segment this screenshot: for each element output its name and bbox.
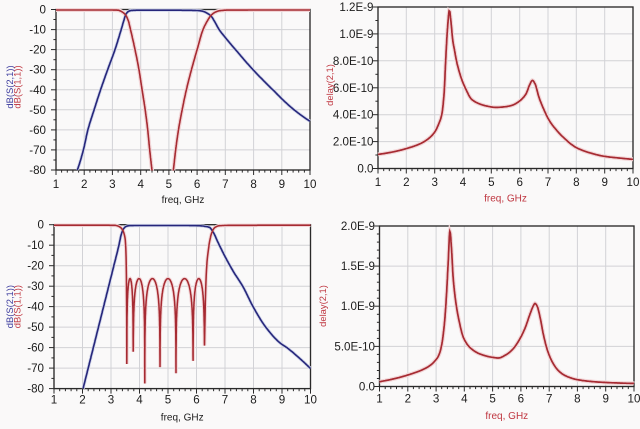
- svg-text:1: 1: [375, 176, 381, 189]
- svg-text:freq, GHz: freq, GHz: [485, 411, 528, 422]
- svg-text:0.0: 0.0: [359, 381, 375, 394]
- svg-text:1: 1: [51, 394, 57, 407]
- svg-text:dB(S(2,1)): dB(S(2,1)): [4, 65, 15, 108]
- svg-text:-70: -70: [27, 362, 44, 375]
- svg-text:3: 3: [433, 393, 439, 406]
- svg-text:9: 9: [601, 176, 607, 189]
- svg-text:8: 8: [250, 394, 256, 407]
- svg-text:5: 5: [488, 176, 494, 189]
- svg-text:dB(S(2,1)): dB(S(2,1)): [4, 285, 15, 328]
- svg-text:8.0E-10: 8.0E-10: [333, 55, 374, 68]
- svg-text:3: 3: [109, 178, 115, 191]
- svg-text:-30: -30: [27, 280, 44, 293]
- svg-text:1.0E-9: 1.0E-9: [341, 300, 375, 313]
- svg-text:1.0E-9: 1.0E-9: [339, 28, 373, 41]
- svg-text:-60: -60: [29, 124, 46, 137]
- svg-text:2: 2: [405, 393, 411, 406]
- svg-text:4: 4: [460, 176, 467, 189]
- svg-text:7: 7: [222, 178, 228, 191]
- svg-text:10: 10: [627, 176, 640, 189]
- svg-text:dB(S(1,1)): dB(S(1,1)): [11, 285, 22, 328]
- svg-text:-50: -50: [27, 321, 44, 334]
- svg-text:0: 0: [38, 219, 44, 232]
- svg-text:5: 5: [489, 393, 495, 406]
- svg-text:1: 1: [53, 178, 59, 191]
- svg-text:3: 3: [431, 176, 437, 189]
- svg-text:9: 9: [279, 178, 285, 191]
- svg-text:-40: -40: [27, 301, 44, 314]
- svg-text:delay(2,1): delay(2,1): [324, 64, 335, 106]
- svg-text:3: 3: [108, 394, 114, 407]
- svg-text:7: 7: [545, 176, 551, 189]
- svg-text:-10: -10: [27, 239, 44, 252]
- svg-text:2.0E-10: 2.0E-10: [333, 136, 374, 149]
- svg-text:4: 4: [461, 393, 468, 406]
- svg-text:2: 2: [403, 176, 409, 189]
- svg-text:-50: -50: [29, 104, 46, 117]
- svg-text:0.0: 0.0: [357, 163, 373, 176]
- svg-text:0: 0: [40, 4, 46, 17]
- svg-text:freq, GHz: freq, GHz: [484, 194, 527, 205]
- svg-text:10: 10: [628, 393, 640, 406]
- svg-text:-80: -80: [29, 164, 46, 177]
- svg-text:-70: -70: [29, 144, 46, 157]
- svg-text:-60: -60: [27, 342, 44, 355]
- svg-text:dB(S(1,1)): dB(S(1,1)): [11, 65, 22, 108]
- svg-text:6: 6: [193, 394, 199, 407]
- svg-text:8: 8: [574, 393, 580, 406]
- svg-text:6.0E-10: 6.0E-10: [333, 82, 374, 95]
- svg-text:1: 1: [376, 393, 382, 406]
- svg-text:-40: -40: [29, 84, 46, 97]
- svg-text:4.0E-10: 4.0E-10: [333, 109, 374, 122]
- svg-text:7: 7: [222, 394, 228, 407]
- svg-text:5: 5: [165, 394, 171, 407]
- svg-text:2: 2: [79, 394, 85, 407]
- svg-text:-20: -20: [27, 260, 44, 273]
- svg-text:6: 6: [194, 178, 200, 191]
- svg-text:-30: -30: [29, 64, 46, 77]
- svg-text:5.0E-10: 5.0E-10: [334, 340, 375, 353]
- svg-text:-10: -10: [29, 24, 46, 37]
- svg-text:-80: -80: [27, 383, 44, 396]
- svg-text:2: 2: [81, 178, 87, 191]
- svg-text:8: 8: [573, 176, 579, 189]
- svg-text:10: 10: [304, 178, 317, 191]
- svg-text:7: 7: [546, 393, 552, 406]
- svg-text:1.2E-9: 1.2E-9: [339, 1, 373, 14]
- svg-text:delay(2,1): delay(2,1): [317, 285, 328, 327]
- svg-text:-20: -20: [29, 44, 46, 57]
- svg-text:9: 9: [279, 394, 285, 407]
- svg-text:freq, GHz: freq, GHz: [162, 195, 205, 206]
- svg-text:5: 5: [166, 178, 172, 191]
- svg-text:freq, GHz: freq, GHz: [161, 413, 204, 424]
- svg-text:10: 10: [304, 394, 317, 407]
- svg-text:8: 8: [250, 178, 256, 191]
- svg-text:4: 4: [136, 394, 143, 407]
- svg-text:6: 6: [518, 393, 524, 406]
- svg-text:2.0E-9: 2.0E-9: [341, 220, 375, 233]
- svg-text:6: 6: [516, 176, 522, 189]
- svg-text:9: 9: [602, 393, 608, 406]
- svg-text:1.5E-9: 1.5E-9: [341, 260, 375, 273]
- svg-text:4: 4: [137, 178, 144, 191]
